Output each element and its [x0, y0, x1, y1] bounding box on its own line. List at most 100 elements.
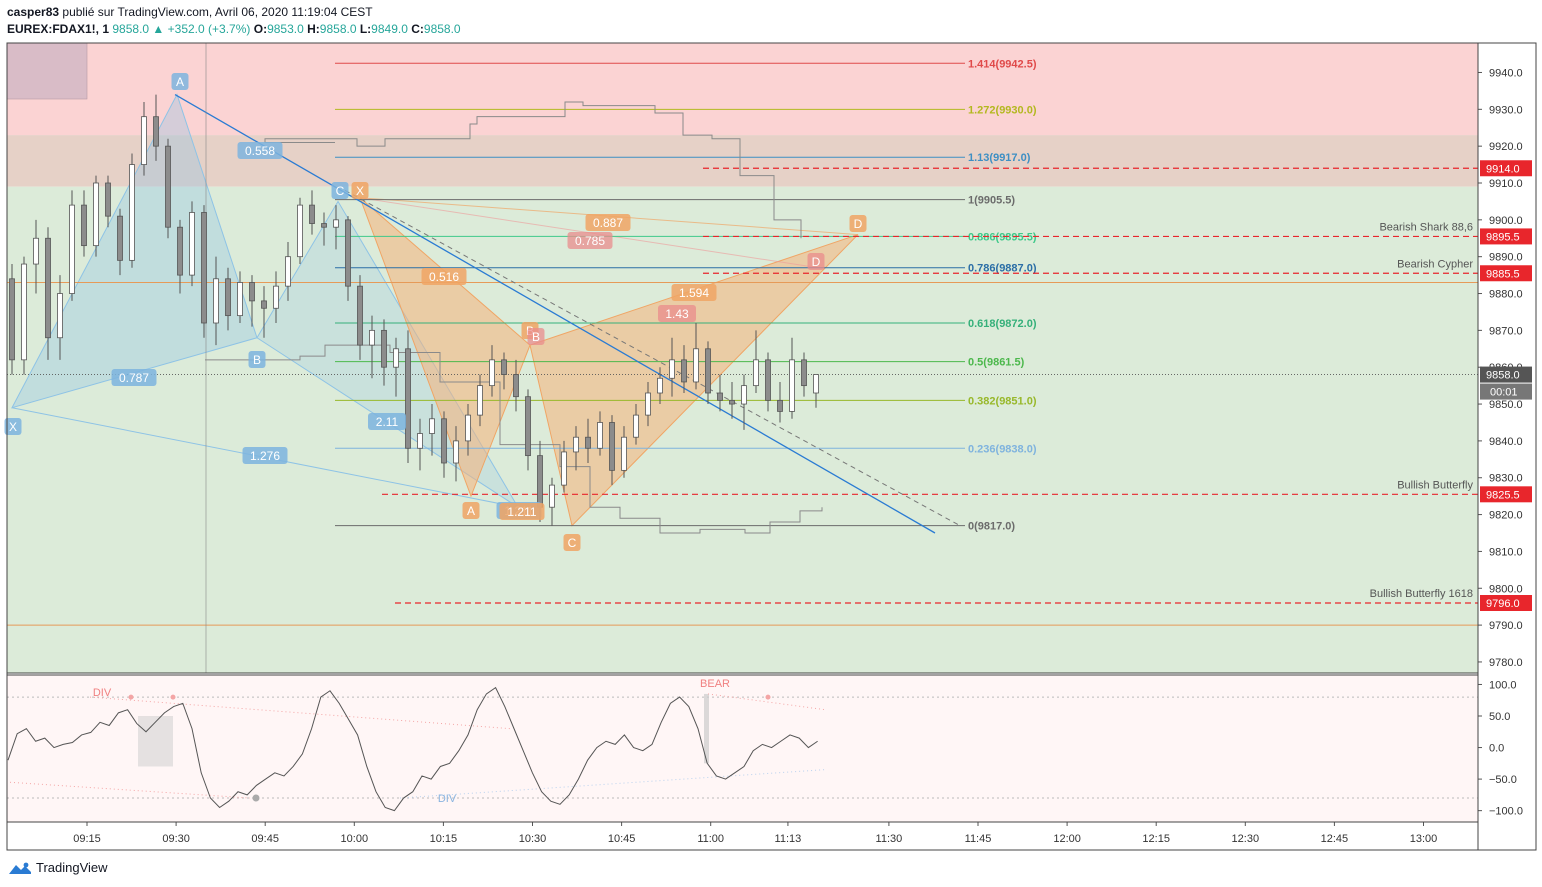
blue-point-x-bg — [4, 418, 22, 435]
osc-series-line — [7, 686, 818, 812]
candle — [441, 411, 447, 478]
price-tag-bg — [1480, 595, 1532, 611]
candle — [693, 323, 699, 390]
candle-body — [537, 455, 543, 508]
price-tag-label: 9895.5 — [1486, 231, 1520, 243]
candle-body — [273, 285, 279, 309]
candle-body — [573, 436, 579, 453]
price-tick-label: 9820.0 — [1489, 510, 1523, 522]
candle-body — [93, 182, 99, 247]
candle — [285, 241, 291, 301]
candle-body — [237, 282, 243, 317]
candle — [705, 341, 711, 405]
blue-ratio-ac-bg — [111, 369, 157, 386]
brand-name: TradingView — [36, 860, 108, 875]
candle-body — [753, 359, 759, 387]
time-tick-label: 10:45 — [608, 833, 636, 845]
blue-ratio-bd-bg — [368, 413, 406, 430]
candle — [165, 138, 171, 239]
candle — [801, 352, 807, 397]
fib-level-label: 0.5(9861.5) — [968, 357, 1025, 369]
candle — [261, 286, 267, 338]
blue-ratio-ac: 0.787 — [119, 371, 149, 385]
footer-brand[interactable]: TradingView — [8, 860, 108, 875]
orange-point-d: D — [854, 217, 863, 231]
candle — [141, 101, 147, 176]
step-series-lower — [205, 344, 823, 534]
candle-body — [45, 237, 51, 339]
candle — [213, 256, 219, 346]
author-name[interactable]: casper83 — [7, 5, 60, 19]
cypher-point-d-bg — [807, 253, 825, 270]
oscillator-bg — [7, 675, 1478, 822]
candle — [393, 337, 399, 397]
candle — [153, 94, 159, 161]
candle-body — [681, 359, 687, 383]
time-tick-label: 10:00 — [341, 833, 369, 845]
osc-bear-label: BEAR — [700, 678, 730, 690]
candle — [225, 267, 231, 331]
candle — [597, 411, 603, 456]
blue-point-b-bg — [248, 351, 266, 368]
orange-ratio-bd: 1.594 — [679, 286, 709, 300]
target-note: Bullish Butterfly — [1397, 479, 1473, 491]
fib-level-label: 0.618(9872.0) — [968, 318, 1037, 330]
blue-ratio-xb-bg — [237, 142, 283, 159]
candle — [177, 219, 183, 294]
candle — [81, 190, 87, 257]
blue-ratio-bd: 2.11 — [376, 415, 399, 429]
time-tick-label: 11:45 — [965, 833, 992, 845]
price-tick-label: 9900.0 — [1489, 215, 1523, 227]
candle — [21, 256, 27, 375]
price-tick-label: 9870.0 — [1489, 325, 1523, 337]
osc-signal-dot — [170, 694, 176, 700]
candle — [561, 440, 567, 493]
osc-tick-label: 50.0 — [1489, 711, 1510, 723]
candle-body — [657, 377, 663, 394]
candle-body — [765, 359, 771, 401]
orange-ratio-xb: 0.887 — [593, 216, 623, 230]
blue-ratio-xb: 0.558 — [245, 144, 275, 158]
orange-point-a-bg — [462, 502, 480, 519]
candle — [249, 275, 255, 327]
candle — [465, 404, 471, 456]
high-label: H: — [307, 22, 320, 36]
candle-body — [249, 282, 255, 302]
candle — [9, 264, 15, 375]
candle — [129, 153, 135, 268]
price-tick-label: 9880.0 — [1489, 289, 1523, 301]
fib-level-label: 0.786(9887.0) — [968, 263, 1037, 275]
candle — [273, 271, 279, 323]
orange-ratio-xb-bg — [585, 214, 631, 231]
candle-body — [321, 223, 327, 228]
symbol-label[interactable]: EUREX:FDAX1!, 1 — [7, 22, 110, 36]
candle-body — [297, 204, 303, 258]
candle — [573, 426, 579, 471]
low-value: 9849.0 — [371, 22, 408, 36]
osc-tick-label: −100.0 — [1489, 806, 1523, 818]
candle-body — [129, 164, 135, 261]
fib-level-label: 0.382(9851.0) — [968, 395, 1037, 407]
candle-body — [741, 385, 747, 405]
candle-body — [669, 359, 675, 379]
candle-body — [597, 422, 603, 449]
candle — [201, 205, 207, 338]
candle-body — [213, 278, 219, 324]
candle — [117, 208, 123, 276]
target-note: Bearish Shark 88,6 — [1379, 221, 1473, 233]
blue-ratio-xd: 1.276 — [250, 449, 280, 463]
orange-point-c: C — [568, 536, 577, 550]
candle-body — [153, 116, 159, 147]
time-tick-label: 13:00 — [1410, 833, 1438, 845]
candle — [477, 374, 483, 427]
countdown-bg — [1480, 383, 1532, 400]
time-tick-label: 09:15 — [73, 833, 101, 845]
price-tag-label: 9885.5 — [1486, 268, 1520, 280]
blue-point-a-bg — [171, 73, 189, 90]
candle — [333, 205, 339, 250]
blue-point-a: A — [176, 75, 184, 89]
candle-body — [465, 414, 471, 442]
candle-body — [489, 359, 495, 387]
time-tick-label: 12:15 — [1142, 833, 1170, 845]
